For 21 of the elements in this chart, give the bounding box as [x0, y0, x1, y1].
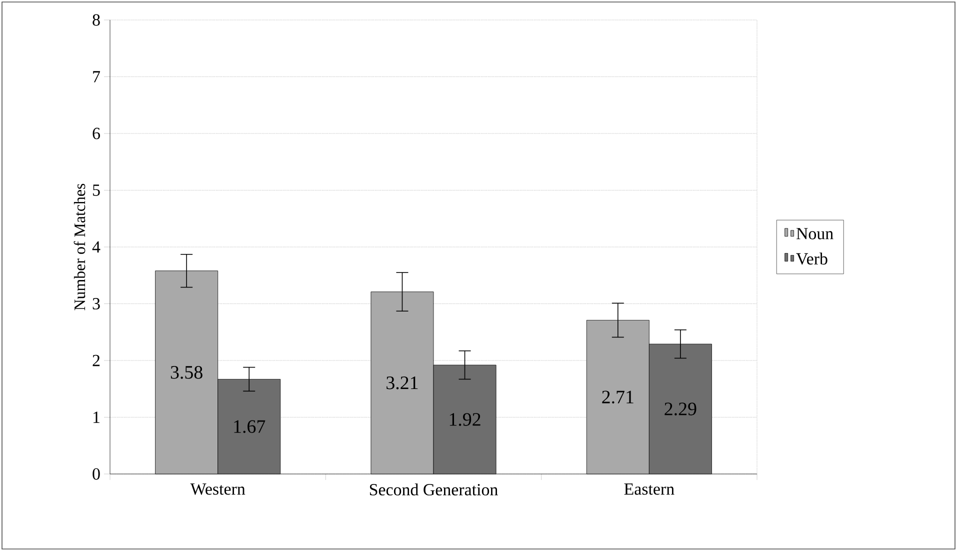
- x-tick-label: Eastern: [624, 484, 674, 495]
- x-tick-label: Second Generation: [370, 484, 498, 496]
- data-label: 3.21: [386, 376, 418, 390]
- y-tick-label: 2: [92, 354, 100, 366]
- data-label: 2.29: [664, 402, 696, 416]
- x-tick-label: Western: [190, 484, 246, 495]
- y-tick-label: 5: [93, 184, 100, 196]
- data-label: 3.58: [170, 366, 202, 379]
- y-tick-label: 0: [92, 468, 100, 480]
- legend-label: Verb: [796, 252, 828, 265]
- y-tick-label: 7: [93, 71, 100, 82]
- y-tick-label: 8: [92, 14, 100, 26]
- y-tick-label: 4: [92, 241, 100, 253]
- data-label: 2.71: [602, 390, 634, 404]
- data-label: 1.67: [234, 420, 266, 433]
- legend-label: Noun: [796, 228, 834, 240]
- y-tick-label: 3: [92, 298, 100, 310]
- y-axis-title: Number of Matches: [74, 184, 86, 310]
- data-label: 1.92: [450, 413, 480, 426]
- y-tick-label: 6: [92, 128, 100, 140]
- y-tick-label: 1: [94, 412, 100, 423]
